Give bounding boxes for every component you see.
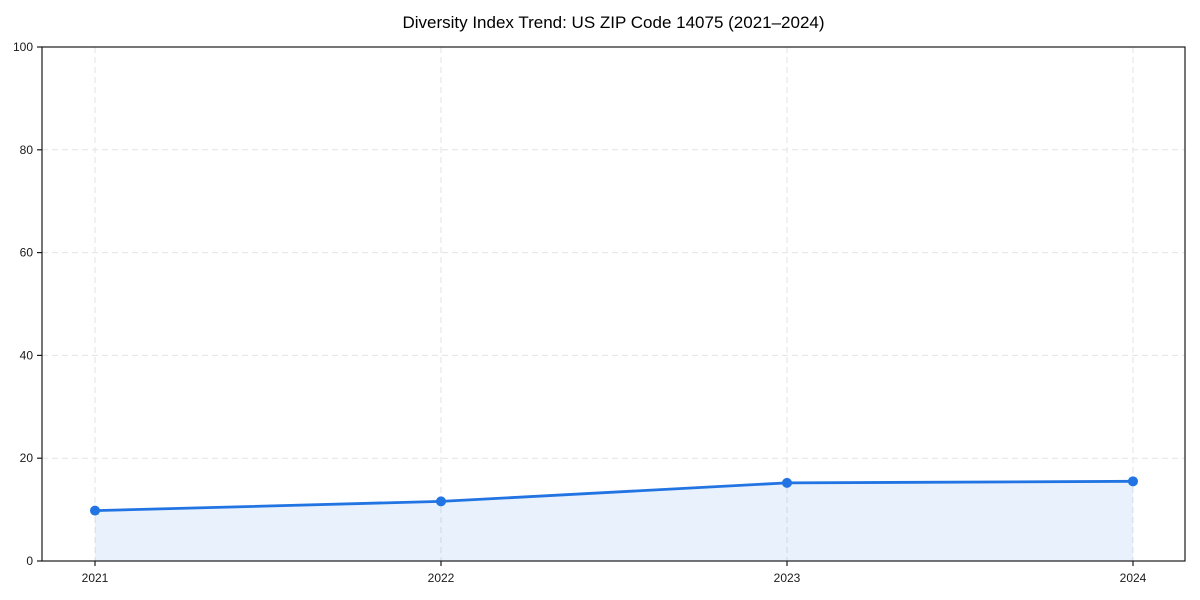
y-tick-label: 0 [26,554,33,568]
data-point-2021 [90,505,100,516]
data-point-2022 [436,496,446,507]
data-point-2024 [1128,476,1138,487]
y-tick-label: 20 [20,451,34,465]
x-tick-label: 2023 [774,571,801,585]
x-tick-label: 2021 [82,571,109,585]
x-tick-label: 2024 [1120,571,1147,585]
y-tick-label: 80 [20,143,34,157]
x-tick-label: 2022 [428,571,455,585]
y-tick-label: 100 [13,40,33,54]
area-fill [95,481,1133,561]
trend-line [93,479,1135,513]
y-tick-label: 40 [20,348,34,362]
plot-border [41,46,1186,562]
chart-title: Diversity Index Trend: US ZIP Code 14075… [402,13,825,32]
y-tick-label: 60 [20,246,34,260]
data-point-2023 [782,477,792,488]
